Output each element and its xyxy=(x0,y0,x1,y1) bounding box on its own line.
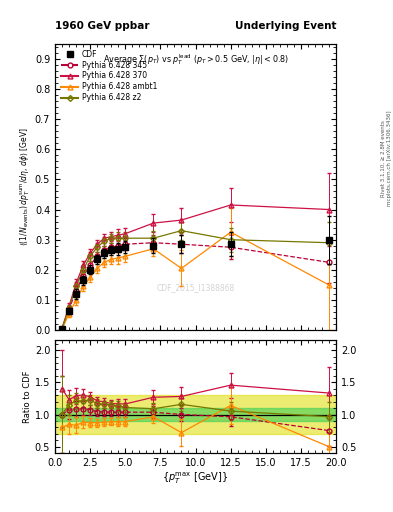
Y-axis label: $\langle(1/N_\mathrm{events})\,dp_T^\mathrm{sum}/d\eta,\,d\phi\rangle$ [GeV]: $\langle(1/N_\mathrm{events})\,dp_T^\mat… xyxy=(18,127,32,246)
X-axis label: $\{p_T^\mathrm{max}\ [\mathrm{GeV}]\}$: $\{p_T^\mathrm{max}\ [\mathrm{GeV}]\}$ xyxy=(162,471,229,486)
Text: 1960 GeV ppbar: 1960 GeV ppbar xyxy=(55,20,149,31)
Y-axis label: Ratio to CDF: Ratio to CDF xyxy=(23,371,32,423)
Text: Rivet 3.1.10, ≥ 2.8M events: Rivet 3.1.10, ≥ 2.8M events xyxy=(381,120,386,197)
Text: CDF_2015_I1388868: CDF_2015_I1388868 xyxy=(156,283,235,292)
Legend: CDF, Pythia 6.428 345, Pythia 6.428 370, Pythia 6.428 ambt1, Pythia 6.428 z2: CDF, Pythia 6.428 345, Pythia 6.428 370,… xyxy=(59,47,160,104)
Bar xyxy=(55,408,336,421)
Text: Underlying Event: Underlying Event xyxy=(235,20,336,31)
Text: Average $\Sigma(p_T)$ vs $p_T^\mathrm{lead}$ ($p_T > 0.5$ GeV, $|\eta| < 0.8$): Average $\Sigma(p_T)$ vs $p_T^\mathrm{le… xyxy=(103,52,288,67)
Text: mcplots.cern.ch [arXiv:1306.3436]: mcplots.cern.ch [arXiv:1306.3436] xyxy=(387,111,392,206)
Bar xyxy=(55,395,336,434)
